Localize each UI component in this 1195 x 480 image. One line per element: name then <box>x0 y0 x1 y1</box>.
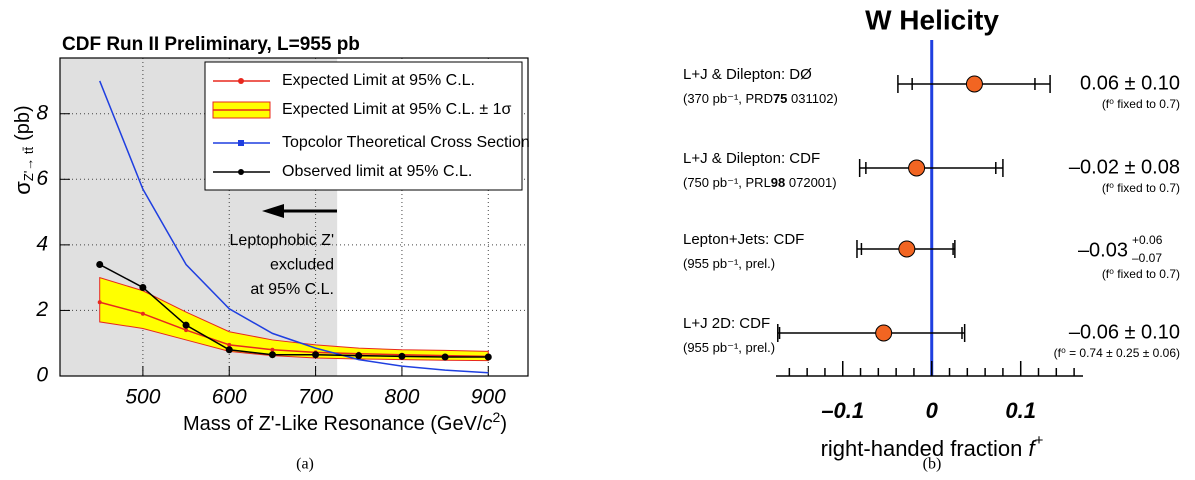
row-reference-part: (955 pb⁻¹, prel.) <box>683 256 775 271</box>
row-label: L+J & Dilepton: CDF <box>683 150 820 167</box>
plot-frame <box>59 57 529 377</box>
data-point <box>227 342 232 347</box>
result-note: (f⁰ = 0.74 ± 0.25 ± 0.06) <box>1054 346 1180 360</box>
row-reference: (955 pb⁻¹, prel.) <box>683 340 775 355</box>
y-axis-label-sub: Z'→ tt̄ <box>21 146 36 181</box>
annotation: at 95% C.L. <box>250 281 334 298</box>
x-tick-label: 500 <box>125 386 160 409</box>
error-band <box>99 276 489 362</box>
legend-label: Expected Limit at 95% C.L. ± 1σ <box>282 101 512 118</box>
result: –0.03 <box>1078 239 1128 261</box>
row-reference-part: 98 <box>771 175 785 190</box>
chart-title: W Helicity <box>865 4 999 35</box>
data-point <box>898 240 916 258</box>
y-axis-label-part: (pb) <box>12 105 34 141</box>
y-axis-label: σZ'→ tt̄ (pb) <box>10 105 37 194</box>
result-down: –0.07 <box>1132 251 1162 265</box>
x-tick-label: 0.1 <box>1005 398 1036 423</box>
title-text: CDF Run II Preliminary, L=955 pb <box>62 34 360 55</box>
annotation: excluded <box>270 257 334 274</box>
data-point <box>355 352 363 360</box>
data-point <box>225 346 233 354</box>
caption: (a) <box>296 456 314 473</box>
legend-label: Expected Limit at 95% C.L. <box>282 72 475 89</box>
data-point <box>140 311 145 316</box>
row-reference-part: (370 pb⁻¹, PRD <box>683 91 773 106</box>
x-axis-label-part: f <box>1029 436 1038 461</box>
legend-box <box>204 61 523 191</box>
x-tick-label: 600 <box>212 386 247 409</box>
result-note: (f⁰ fixed to 0.7) <box>1102 181 1180 195</box>
result: –0.06 ± 0.10 <box>1069 321 1180 343</box>
data-point <box>268 351 276 359</box>
row-reference: (750 pb⁻¹, PRL98 072001) <box>683 175 837 190</box>
x-axis-label-sup: 2 <box>493 409 501 425</box>
x-tick-label: 900 <box>471 386 506 409</box>
result-note: (f⁰ fixed to 0.7) <box>1102 267 1180 281</box>
data-point <box>270 347 275 352</box>
x-tick-label: –0.1 <box>821 398 864 423</box>
row-reference-part: 031102) <box>787 91 837 106</box>
x-tick-label: 0 <box>926 398 939 423</box>
data-point <box>875 324 893 342</box>
y-tick-label: 4 <box>36 232 48 255</box>
arrowhead <box>262 204 284 218</box>
x-tick-label: 700 <box>298 386 333 409</box>
x-axis-label: right-handed fraction f+ <box>821 432 1044 461</box>
row-reference-part: (955 pb⁻¹, prel.) <box>683 340 775 355</box>
row-label: L+J 2D: CDF <box>683 315 770 332</box>
x-axis-label-part: ) <box>500 413 507 435</box>
y-axis-label-part: σ <box>10 181 35 195</box>
data-point <box>908 159 926 177</box>
series-line <box>99 263 489 358</box>
x-axis-label-part: c <box>483 413 493 435</box>
data-point <box>139 283 147 291</box>
y-tick-label: 8 <box>36 101 48 124</box>
x-axis-label: Mass of Z'-Like Resonance (GeV/c2) <box>183 409 507 436</box>
row-reference: (955 pb⁻¹, prel.) <box>683 256 775 271</box>
legend-swatch <box>238 169 244 175</box>
legend-label: Observed limit at 95% C.L. <box>282 163 472 180</box>
x-tick-label: 800 <box>384 386 419 409</box>
series-line <box>99 80 489 374</box>
y-tick-label: 6 <box>36 167 48 190</box>
result: 0.06 ± 0.10 <box>1080 72 1180 94</box>
legend-swatch <box>238 140 244 146</box>
data-point <box>965 75 983 93</box>
row-label: Lepton+Jets: CDF <box>683 231 804 248</box>
row-label: L+J & Dilepton: DØ <box>683 66 812 83</box>
x-axis-label-part: right-handed fraction <box>821 436 1029 461</box>
data-point <box>184 328 189 333</box>
row-reference-part: 75 <box>773 91 787 106</box>
y-tick-label: 0 <box>36 364 48 387</box>
result-note: (f⁰ fixed to 0.7) <box>1102 97 1180 111</box>
row-reference-part: 072001) <box>785 175 836 190</box>
row-reference-part: (750 pb⁻¹, PRL <box>683 175 771 190</box>
y-tick-label: 2 <box>35 298 48 321</box>
chart-title: CDF Run II Preliminary, L=955 pb <box>62 34 360 55</box>
result-up: +0.06 <box>1132 233 1163 247</box>
row-reference: (370 pb⁻¹, PRD75 031102) <box>683 91 838 106</box>
data-point <box>441 353 449 361</box>
data-point <box>182 321 190 329</box>
annotation: Leptophobic Z' <box>230 232 334 249</box>
data-point <box>312 351 320 359</box>
data-point <box>97 300 102 305</box>
caption: (b) <box>923 456 942 473</box>
series-line <box>99 301 489 358</box>
data-point <box>96 261 104 269</box>
data-point <box>484 353 492 361</box>
x-axis-label-part: Mass of Z'-Like Resonance (GeV/ <box>183 413 483 435</box>
data-point <box>398 352 406 360</box>
legend-swatch <box>238 78 244 84</box>
result: –0.02 ± 0.08 <box>1069 156 1180 178</box>
x-axis-label-sup: + <box>1035 432 1044 449</box>
legend-label: Topcolor Theoretical Cross Section <box>282 134 530 151</box>
